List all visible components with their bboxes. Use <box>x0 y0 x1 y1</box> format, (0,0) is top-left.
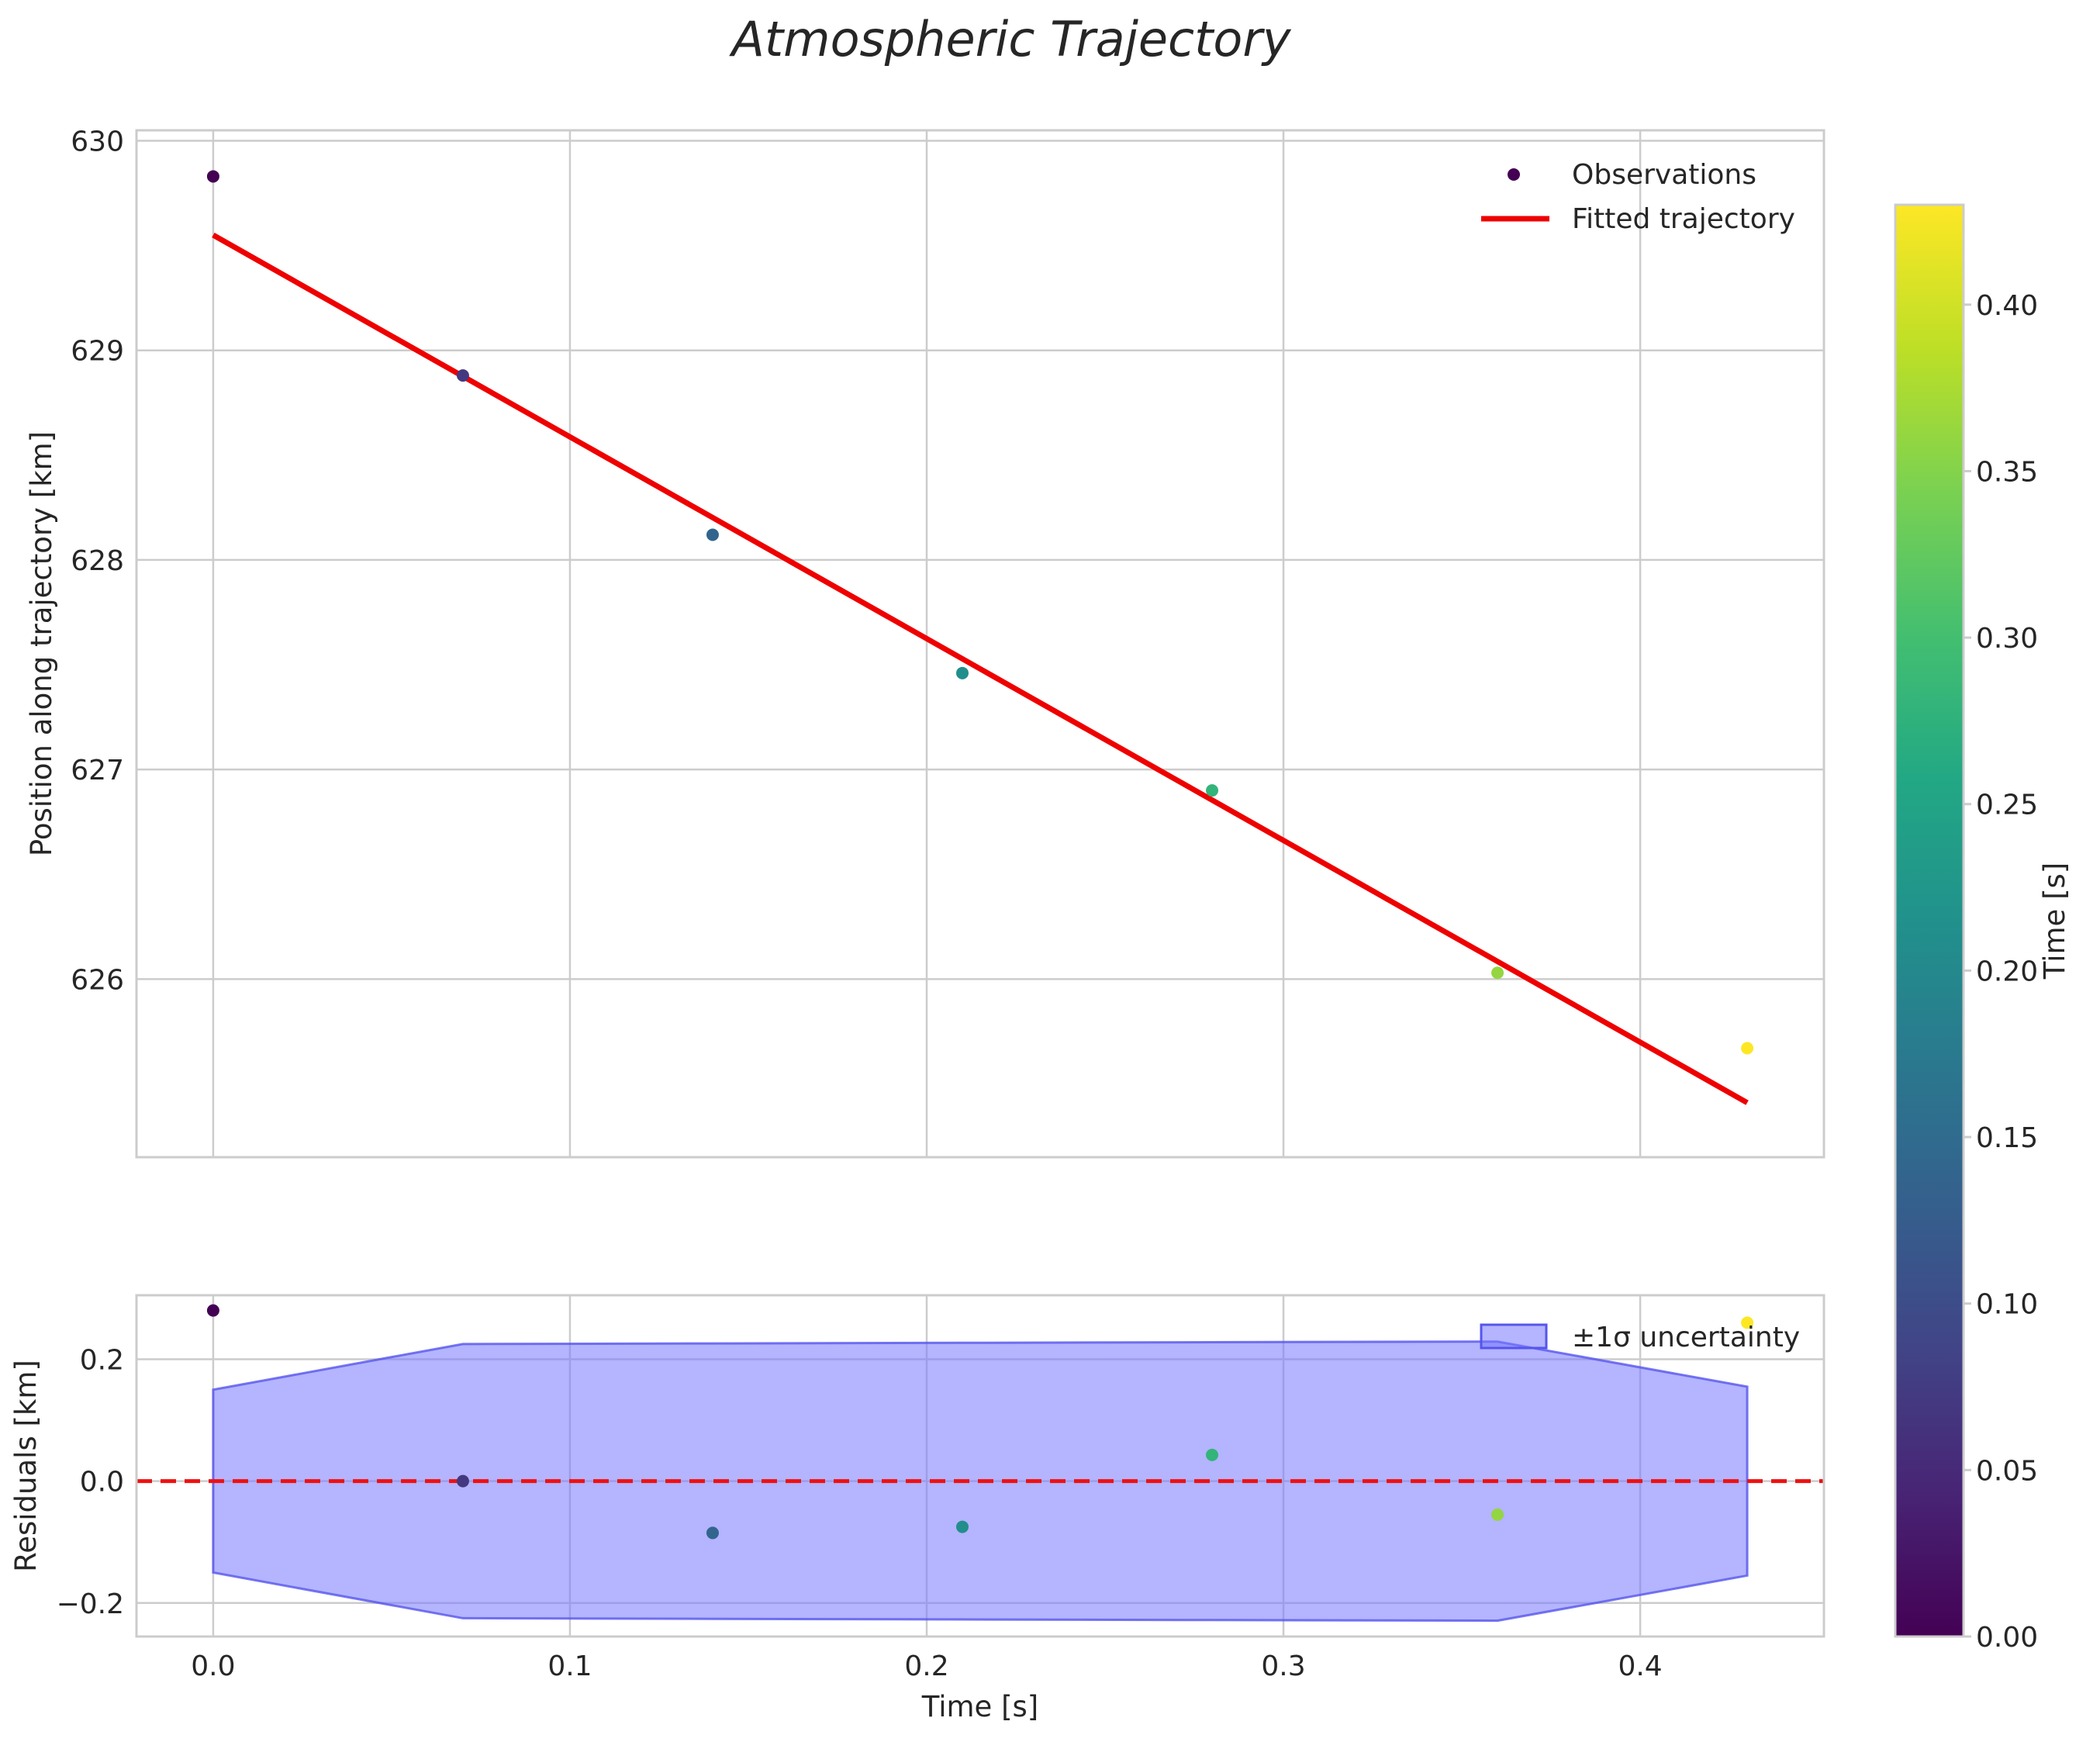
x-tick-label: 0.4 <box>1618 1650 1662 1682</box>
colorbar-tick-label: 0.25 <box>1976 790 2038 821</box>
bottom-panel: −0.2 0.0 0.2 0.0 0.1 0.2 0.3 0.4 Residuals [km… <box>9 1294 1825 1723</box>
residual-point <box>456 1474 469 1488</box>
bottom-y-tick-label: −0.2 <box>57 1588 124 1620</box>
colorbar: 0.00 0.05 0.10 0.15 0.20 0.25 0.30 0.35 0.40 Tim… <box>1894 203 2071 1654</box>
colorbar-tick-labels: 0.00 0.05 0.10 0.15 0.20 0.25 0.30 0.35 0.40 <box>1964 290 2038 1654</box>
colorbar-label: Time [s] <box>2038 862 2071 980</box>
chart-title: Atmospheric Trajectory <box>728 11 1291 67</box>
bottom-y-tick-labels: −0.2 0.0 0.2 <box>57 1345 124 1620</box>
bottom-legend: ±1σ uncertainty <box>1480 1322 1800 1353</box>
top-y-tick-label: 630 <box>71 126 124 158</box>
colorbar-tick-label: 0.05 <box>1976 1455 2038 1487</box>
observation-point <box>706 528 719 541</box>
colorbar-gradient <box>1894 203 1965 1638</box>
residual-point <box>1491 1508 1504 1521</box>
x-tick-labels: 0.0 0.1 0.2 0.3 0.4 <box>191 1650 1662 1682</box>
top-y-axis-label: Position along trajectory [km] <box>25 431 58 856</box>
colorbar-tick-label: 0.30 <box>1976 623 2038 655</box>
x-tick-label: 0.3 <box>1261 1650 1305 1682</box>
bottom-y-tick-label: 0.2 <box>80 1345 124 1377</box>
colorbar-tick-label: 0.00 <box>1976 1622 2038 1654</box>
observation-point <box>1491 966 1504 980</box>
legend-observations-marker <box>1508 168 1520 181</box>
residual-point <box>1206 1448 1219 1461</box>
top-y-tick-label: 629 <box>71 336 124 368</box>
residual-point <box>1741 1316 1754 1329</box>
observation-point <box>955 666 969 679</box>
legend-fitted-trajectory-label: Fitted trajectory <box>1572 203 1795 235</box>
top-y-tick-label: 628 <box>71 545 124 577</box>
top-y-tick-label: 627 <box>71 755 124 786</box>
colorbar-tick-label: 0.20 <box>1976 956 2038 987</box>
top-y-tick-labels: 626 627 628 629 630 <box>71 126 124 997</box>
x-tick-label: 0.2 <box>904 1650 948 1682</box>
fitted-trajectory-line <box>212 233 1749 1105</box>
legend-uncertainty-swatch <box>1480 1323 1548 1350</box>
top-gridlines <box>136 130 1824 1157</box>
legend-observations-label: Observations <box>1572 159 1756 191</box>
observation-point <box>1206 784 1219 797</box>
observation-point <box>456 369 469 382</box>
top-legend: Observations Fitted trajectory <box>1481 159 1795 235</box>
residual-point <box>706 1526 719 1540</box>
bottom-axes-frame <box>135 1294 1825 1638</box>
residual-points <box>206 1304 1754 1540</box>
x-axis-label: Time [s] <box>921 1690 1038 1723</box>
x-tick-label: 0.1 <box>547 1650 592 1682</box>
colorbar-tick-label: 0.10 <box>1976 1289 2038 1321</box>
colorbar-tick-label: 0.40 <box>1976 290 2038 322</box>
bottom-y-tick-label: 0.0 <box>80 1467 124 1498</box>
legend-uncertainty-label: ±1σ uncertainty <box>1572 1322 1800 1353</box>
observation-point <box>206 170 219 183</box>
x-tick-label: 0.0 <box>191 1650 235 1682</box>
colorbar-tick-label: 0.35 <box>1976 456 2038 488</box>
residual-point <box>206 1304 219 1317</box>
top-axes-frame <box>135 129 1825 1159</box>
observation-points <box>206 170 1754 1055</box>
colorbar-tick-label: 0.15 <box>1976 1122 2038 1154</box>
bottom-y-axis-label: Residuals [km] <box>9 1360 43 1572</box>
top-panel: 626 627 628 629 630 Position along trajector… <box>25 126 1825 1159</box>
residual-point <box>955 1520 969 1533</box>
top-y-tick-label: 626 <box>71 964 124 996</box>
observation-point <box>1741 1042 1754 1055</box>
